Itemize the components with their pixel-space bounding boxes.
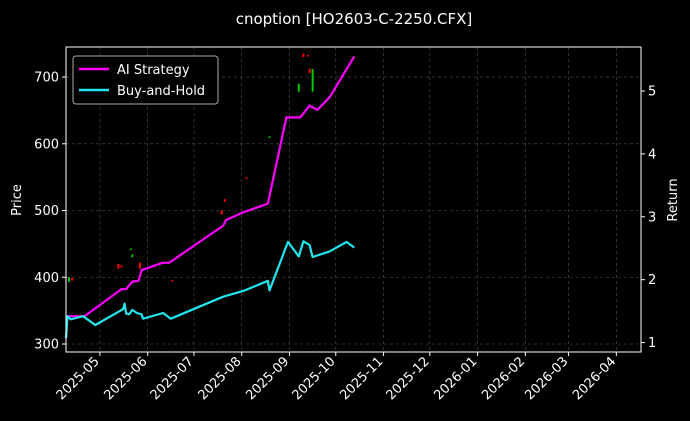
candle — [302, 53, 305, 58]
series-lines — [64, 55, 356, 339]
candle — [117, 263, 120, 269]
y-axis-right: 1 2 3 4 5 — [641, 85, 656, 351]
candles — [68, 53, 314, 282]
candle — [68, 277, 71, 282]
x-tick-label: 2026-04 — [570, 354, 619, 403]
legend-label-ai-strategy: AI Strategy — [117, 63, 190, 78]
legend: AI Strategy Buy-and-Hold — [72, 55, 219, 105]
x-tick-label: 2026-03 — [522, 354, 571, 403]
y-right-tick-label: 2 — [648, 273, 656, 288]
x-tick-label: 2026-02 — [479, 354, 528, 403]
x-tick-label: 2025-10 — [290, 354, 339, 403]
candle — [245, 177, 248, 179]
candle — [171, 279, 174, 282]
candle — [138, 262, 141, 269]
plot-frame — [65, 46, 642, 353]
chart-title: cnoption [HO2603-C-2250.CFX] — [236, 10, 473, 28]
y-left-tick-label: 300 — [34, 337, 59, 352]
x-tick-label: 2025-07 — [148, 354, 197, 403]
candle — [223, 199, 226, 202]
y-right-tick-label: 1 — [648, 336, 656, 351]
candle — [120, 265, 123, 268]
candle — [220, 210, 223, 215]
x-tick-label: 2025-11 — [337, 354, 386, 403]
series-line-buy-and-hold — [64, 240, 355, 339]
y-left-tick-label: 500 — [34, 204, 59, 219]
y-right-tick-label: 5 — [648, 85, 656, 100]
y-axis-right-label: Return — [666, 178, 681, 221]
y-left-tick-label: 400 — [34, 271, 59, 286]
legend-label-buy-and-hold: Buy-and-Hold — [117, 84, 205, 99]
candle — [129, 248, 132, 251]
candle — [311, 69, 314, 92]
candle — [71, 277, 74, 281]
x-tick-label: 2025-05 — [54, 354, 103, 403]
x-tick-label: 2026-01 — [431, 354, 480, 403]
candle — [268, 136, 271, 138]
candle — [297, 83, 300, 92]
y-right-tick-label: 3 — [648, 210, 656, 225]
candle — [307, 55, 310, 57]
series-line-ai-strategy — [65, 55, 356, 320]
y-left-tick-label: 600 — [34, 137, 59, 152]
y-right-tick-label: 4 — [648, 147, 656, 162]
y-axis-left: 300 400 500 600 700 — [34, 71, 66, 352]
x-tick-label: 2025-12 — [384, 354, 433, 403]
legend-box — [72, 55, 219, 105]
x-tick-label: 2025-08 — [196, 354, 245, 403]
x-tick-label: 2025-06 — [102, 354, 151, 403]
x-axis: 2025-052025-062025-072025-082025-092025-… — [54, 352, 619, 403]
y-left-tick-label: 700 — [34, 71, 59, 86]
x-tick-label: 2025-09 — [243, 354, 292, 403]
y-axis-left-label: Price — [10, 184, 25, 216]
candle — [131, 254, 134, 258]
candle — [308, 69, 311, 74]
